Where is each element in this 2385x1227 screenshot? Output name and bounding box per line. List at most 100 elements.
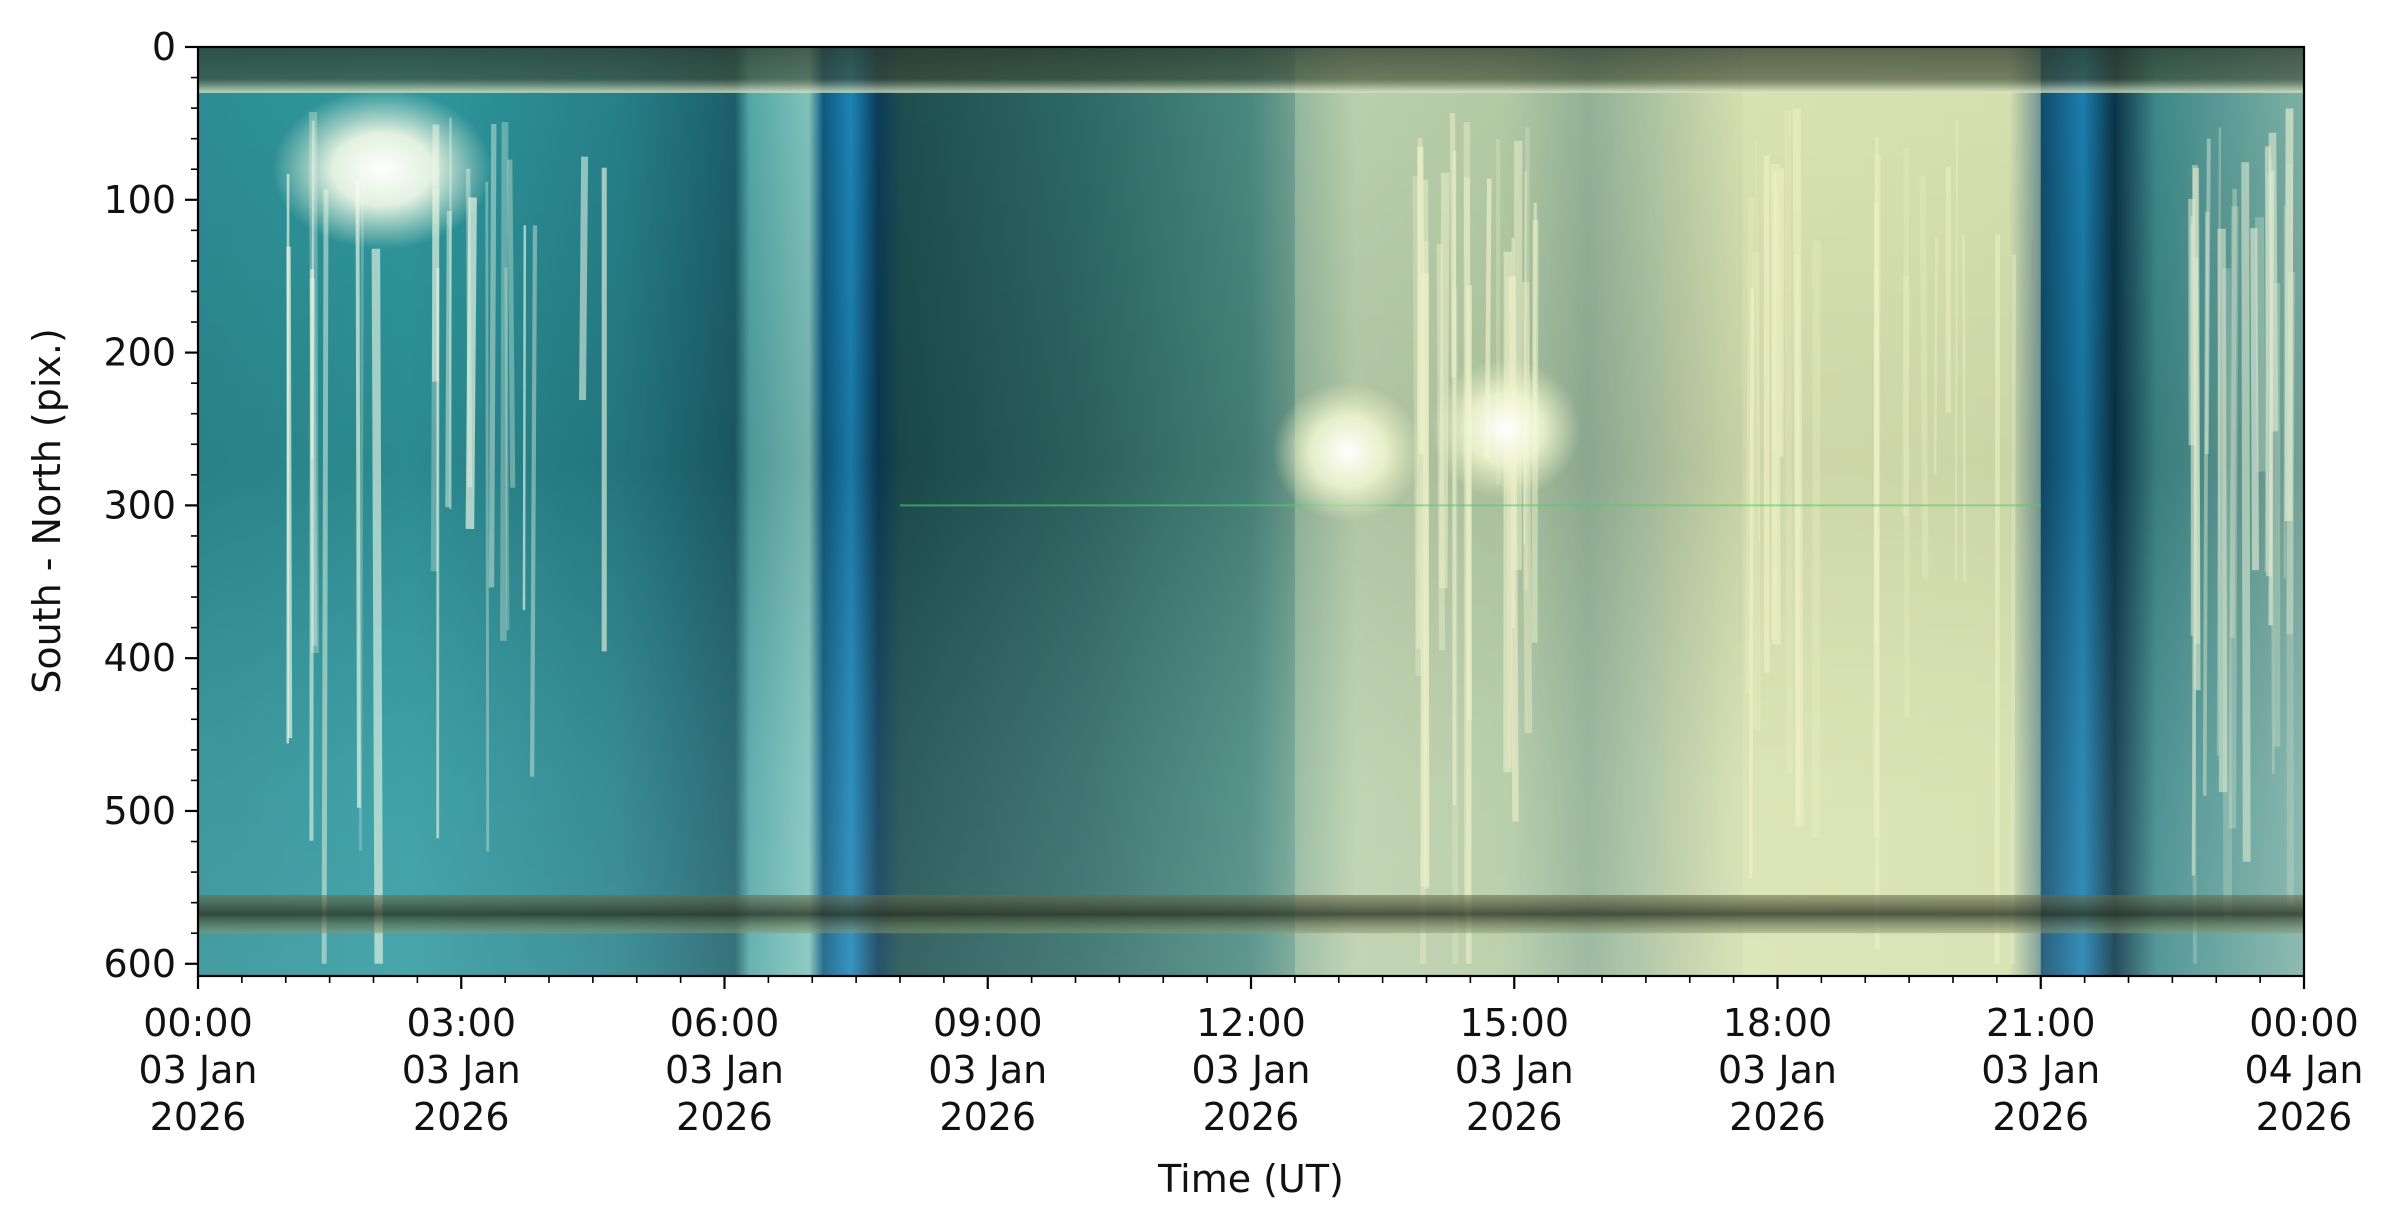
y-tick-label: 500: [103, 789, 176, 833]
light-streak: [1521, 281, 1533, 734]
light-streak: [1417, 146, 1425, 454]
light-streak: [2250, 228, 2260, 571]
light-streak: [1919, 176, 1929, 579]
horizontal-band: [198, 895, 2304, 934]
x-tick-label: 2026: [2256, 1095, 2353, 1139]
x-tick-label: 03 Jan: [1191, 1048, 1310, 1092]
light-streak: [445, 210, 452, 508]
light-streak: [1779, 168, 1784, 457]
light-streak: [529, 225, 538, 777]
y-tick-label: 400: [103, 636, 176, 680]
light-streak: [430, 188, 440, 572]
light-streak: [286, 246, 293, 739]
light-streak: [2217, 228, 2228, 793]
light-streak: [2221, 268, 2233, 919]
x-tick-label: 00:00: [143, 1001, 253, 1045]
y-axis: 0 100 200 300 400 500 600: [103, 25, 198, 986]
light-streak: [579, 156, 589, 401]
light-streak: [1770, 164, 1781, 645]
light-streak: [1523, 127, 1530, 592]
light-streak: [2255, 217, 2266, 472]
moon-glow: [1272, 381, 1423, 522]
x-tick-label: 2026: [1203, 1095, 1300, 1139]
x-axis-label: Time (UT): [1157, 1157, 1344, 1201]
light-streaks: [286, 47, 2295, 976]
y-tick-label: 0: [152, 25, 176, 69]
light-streak: [1771, 172, 1777, 450]
keogram-image: [198, 47, 2304, 976]
x-tick-label: 2026: [676, 1095, 773, 1139]
x-tick-label: 03 Jan: [665, 1048, 784, 1092]
x-tick-label: 18:00: [1723, 1001, 1833, 1045]
light-streak: [2010, 254, 2017, 964]
x-tick-label: 21:00: [1986, 1001, 2096, 1045]
x-tick-label: 03 Jan: [138, 1048, 257, 1092]
x-tick-label: 15:00: [1459, 1001, 1569, 1045]
light-streak: [1784, 110, 1794, 774]
light-streak: [1412, 175, 1423, 677]
x-tick-label: 12:00: [1196, 1001, 1306, 1045]
x-tick-label: 2026: [1466, 1095, 1563, 1139]
light-streak: [1422, 179, 1430, 889]
y-tick-label: 600: [103, 942, 176, 986]
light-streak: [1755, 141, 1761, 542]
x-tick-label: 09:00: [933, 1001, 1043, 1045]
light-streak: [1874, 202, 1880, 950]
light-streak: [1811, 240, 1821, 838]
light-streak: [465, 168, 473, 488]
x-tick-label: 2026: [413, 1095, 510, 1139]
x-tick-label: 03 Jan: [1455, 1048, 1574, 1092]
light-streak: [2230, 188, 2237, 638]
light-streak: [2241, 162, 2251, 862]
light-streak: [522, 225, 527, 611]
light-streak: [321, 189, 329, 964]
x-tick-label: 03:00: [406, 1001, 516, 1045]
light-streak: [465, 197, 477, 529]
light-streak: [1903, 147, 1910, 718]
light-streak: [488, 123, 497, 588]
x-tick-label: 2026: [150, 1095, 247, 1139]
light-streak: [485, 181, 490, 852]
light-streak: [2228, 206, 2239, 829]
light-streak: [1745, 197, 1755, 693]
light-streak: [1439, 172, 1450, 589]
light-streak: [1795, 254, 1801, 816]
x-tick-label: 00:00: [2249, 1001, 2359, 1045]
x-tick-label: 03 Jan: [1981, 1048, 2100, 1092]
x-tick-label: 2026: [939, 1095, 1036, 1139]
light-streak: [1419, 241, 1429, 964]
x-tick-label: 03 Jan: [402, 1048, 521, 1092]
x-tick-label: 2026: [1729, 1095, 1826, 1139]
light-streak: [1994, 234, 2000, 964]
y-tick-label: 300: [103, 483, 176, 527]
horizontal-band: [198, 47, 2304, 93]
light-streak: [2202, 211, 2209, 796]
light-streak: [1752, 252, 1761, 731]
light-streak: [1873, 154, 1881, 838]
light-streak: [371, 248, 383, 964]
moon-glow: [272, 89, 493, 250]
cloud-field: [1742, 47, 2041, 976]
x-tick-label: 03 Jan: [1718, 1048, 1837, 1092]
light-streak: [1748, 287, 1755, 879]
light-streak: [1954, 120, 1959, 581]
x-tick-label: 2026: [1992, 1095, 2089, 1139]
moon-glow: [1430, 358, 1581, 499]
light-streak: [2191, 165, 2201, 645]
horizontal-bands: [198, 47, 2304, 934]
y-tick-label: 200: [103, 331, 176, 375]
light-streak: [1770, 190, 1779, 641]
light-streak: [2204, 138, 2211, 455]
light-streak: [507, 159, 516, 488]
light-streak: [1933, 237, 1939, 475]
y-tick-label: 100: [103, 178, 176, 222]
light-streak: [2264, 146, 2273, 577]
light-streak: [2268, 132, 2279, 432]
x-tick-label: 04 Jan: [2244, 1048, 2363, 1092]
y-axis-label: South - North (pix.): [25, 328, 69, 694]
light-streak: [1901, 275, 1910, 517]
moon-glows: [272, 89, 1581, 522]
light-streak: [355, 180, 361, 808]
